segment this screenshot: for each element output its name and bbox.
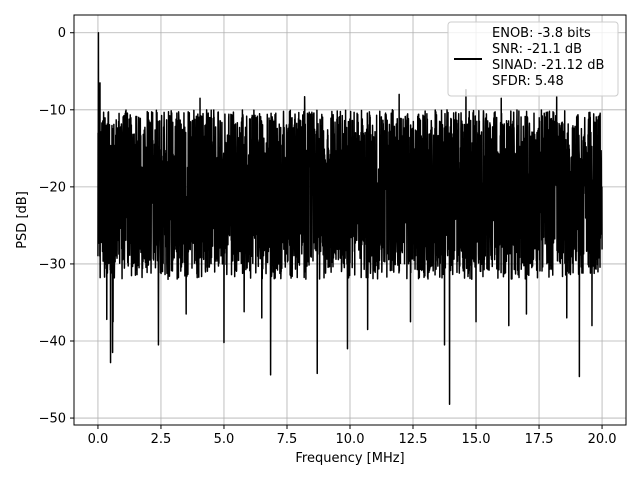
x-tick-label: 2.5 [151, 432, 172, 447]
x-tick-label: 10.0 [336, 432, 365, 447]
legend-sinad: SINAD: -21.12 dB [492, 58, 604, 73]
x-tick-label: 15.0 [462, 432, 491, 447]
legend-sfdr: SFDR: 5.48 [492, 74, 564, 89]
y-axis-label: PSD [dB] [15, 191, 30, 249]
y-tick-label: −40 [39, 334, 66, 349]
x-axis-ticks: 0.0 2.5 5.0 7.5 10.0 12.5 15.0 17.5 20.0 [88, 425, 617, 447]
x-tick-label: 5.0 [214, 432, 235, 447]
psd-series [97, 31, 603, 405]
y-tick-label: −30 [39, 257, 66, 272]
legend-snr: SNR: -21.1 dB [492, 42, 582, 57]
y-tick-label: −50 [39, 412, 66, 427]
y-tick-label: −10 [39, 103, 66, 118]
x-tick-label: 20.0 [588, 432, 617, 447]
legend-box [447, 21, 619, 97]
x-tick-label: 7.5 [277, 432, 298, 447]
legend: ENOB: -3.8 bits SNR: -21.1 dB SINAD: -21… [447, 21, 619, 97]
legend-enob: ENOB: -3.8 bits [492, 26, 591, 41]
x-tick-label: 12.5 [399, 432, 428, 447]
x-axis-label: Frequency [MHz] [295, 451, 404, 466]
x-tick-label: 0.0 [88, 432, 109, 447]
y-tick-label: −20 [39, 180, 66, 195]
y-axis-ticks: 0 −10 −20 −30 −40 −50 [39, 26, 74, 427]
y-tick-label: 0 [58, 26, 66, 41]
x-tick-label: 17.5 [525, 432, 554, 447]
psd-line [97, 31, 603, 405]
